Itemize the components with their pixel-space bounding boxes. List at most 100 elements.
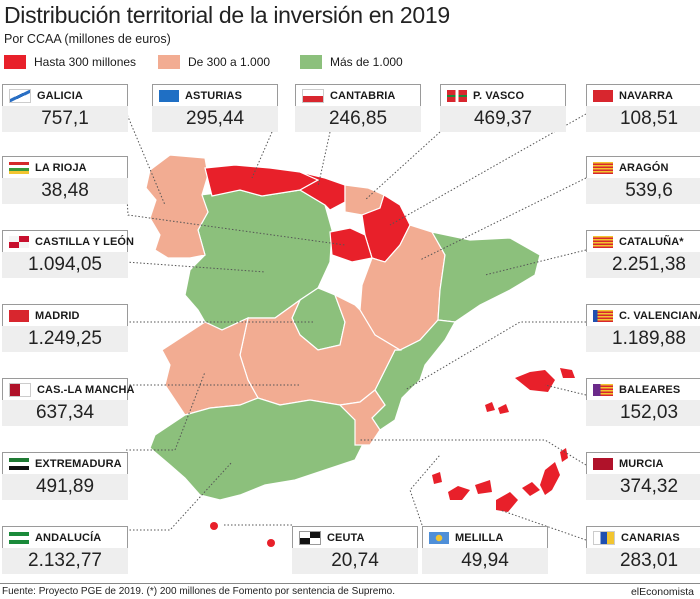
- baleares-flag-icon: [593, 383, 613, 396]
- baleares-value: 152,03: [586, 400, 700, 426]
- baleares-name: BALEARES: [619, 383, 681, 396]
- leader-melilla: [409, 454, 441, 526]
- card-baleares: BALEARES 152,03: [586, 378, 700, 426]
- melilla-flag-icon: [429, 531, 449, 544]
- leader-extremadura: [126, 371, 206, 451]
- leader-pvasco: [364, 131, 441, 201]
- card-cataluna: CATALUÑA* 2.251,38: [586, 230, 700, 278]
- legend-swatch-high: [300, 55, 322, 69]
- ceuta-flag-icon: [299, 530, 321, 545]
- asturias-name: ASTURIAS: [185, 89, 243, 102]
- cantabria-flag-icon: [302, 88, 324, 103]
- brand-logo: elEconomista: [630, 586, 694, 598]
- card-galicia: GALICIA 757,1: [2, 84, 128, 132]
- murcia-name: MURCIA: [619, 457, 664, 470]
- asturias-value: 295,44: [152, 106, 278, 132]
- clm-value: 637,34: [2, 400, 128, 426]
- leader-aragon: [419, 177, 587, 261]
- cantabria-value: 246,85: [295, 106, 421, 132]
- andalucia-flag-icon: [9, 531, 29, 544]
- card-madrid: MADRID 1.249,25: [2, 304, 128, 352]
- card-pvasco: P. VASCO 469,37: [440, 84, 566, 132]
- legend-label-low: Hasta 300 millones: [34, 55, 137, 69]
- galicia-value: 757,1: [2, 106, 128, 132]
- canarias-value: 283,01: [586, 548, 700, 574]
- ceuta-name: CEUTA: [327, 531, 365, 544]
- cataluna-value: 2.251,38: [586, 252, 700, 278]
- cyl-name: CASTILLA Y LEÓN: [35, 235, 135, 248]
- legend-swatch-low: [4, 55, 26, 69]
- clm-name: CAS.-LA MANCHA: [37, 383, 135, 396]
- clm-flag-icon: [9, 382, 31, 397]
- card-clm: CAS.-LA MANCHA 637,34: [2, 378, 134, 426]
- madrid-value: 1.249,25: [2, 326, 128, 352]
- cantabria-name: CANTABRIA: [330, 89, 396, 102]
- legend-label-high: Más de 1.000: [330, 55, 403, 69]
- region-canarias: [432, 448, 568, 512]
- leader-andalucia: [126, 461, 233, 531]
- region-cataluna: [430, 231, 541, 323]
- galicia-flag-icon: [9, 88, 31, 103]
- card-andalucia: ANDALUCÍA 2.132,77: [2, 526, 128, 574]
- leader-murcia: [360, 439, 587, 466]
- canarias-flag-icon: [593, 530, 615, 545]
- card-canarias: CANARIAS 283,01: [586, 526, 700, 574]
- card-cyl: CASTILLA Y LEÓN 1.094,05: [2, 230, 134, 278]
- asturias-flag-icon: [159, 89, 179, 102]
- cyl-value: 1.094,05: [2, 252, 128, 278]
- navarra-name: NAVARRA: [619, 89, 674, 102]
- leader-canarias: [499, 509, 587, 541]
- extremadura-name: EXTREMADURA: [35, 457, 122, 470]
- legend-label-mid: De 300 a 1.000: [188, 55, 271, 69]
- murcia-value: 374,32: [586, 474, 700, 500]
- pvasco-flag-icon: [447, 89, 467, 102]
- galicia-name: GALICIA: [37, 89, 83, 102]
- leader-cantabria: [317, 131, 331, 188]
- leader-navarra: [389, 113, 587, 226]
- andalucia-value: 2.132,77: [2, 548, 128, 574]
- region-galicia: [145, 154, 209, 259]
- navarra-value: 108,51: [586, 106, 700, 132]
- pvasco-value: 469,37: [440, 106, 566, 132]
- region-baleares: [485, 368, 575, 414]
- extremadura-flag-icon: [9, 457, 29, 470]
- leader-cyl: [125, 261, 266, 273]
- cvalenciana-name: C. VALENCIANA: [619, 309, 700, 322]
- card-extremadura: EXTREMADURA 491,89: [2, 452, 128, 500]
- rioja-flag-icon: [9, 161, 29, 174]
- cvalenciana-value: 1.189,88: [586, 326, 700, 352]
- card-cantabria: CANTABRIA 246,85: [295, 84, 421, 132]
- page-subtitle: Por CCAA (millones de euros): [4, 32, 171, 46]
- cyl-flag-icon: [9, 235, 29, 248]
- navarra-flag-icon: [593, 89, 613, 102]
- aragon-name: ARAGÓN: [619, 161, 669, 174]
- card-rioja: LA RIOJA 38,48: [2, 156, 128, 204]
- card-cvalenciana: C. VALENCIANA 1.189,88: [586, 304, 700, 352]
- aragon-flag-icon: [593, 161, 613, 174]
- region-melilla: [267, 539, 275, 547]
- legend-item-high: Más de 1.000: [300, 52, 403, 72]
- andalucia-name: ANDALUCÍA: [35, 531, 102, 544]
- ceuta-value: 20,74: [292, 548, 418, 574]
- cvalenciana-flag-icon: [593, 309, 613, 322]
- footer-divider: [0, 583, 700, 584]
- cataluna-name: CATALUÑA*: [619, 235, 684, 248]
- source-note: Fuente: Proyecto PGE de 2019. (*) 200 mi…: [2, 586, 395, 597]
- card-aragon: ARAGÓN 539,6: [586, 156, 700, 204]
- leader-baleares: [544, 384, 587, 396]
- page-title: Distribución territorial de la inversión…: [4, 2, 450, 28]
- murcia-flag-icon: [593, 457, 613, 470]
- cataluna-flag-icon: [593, 235, 613, 248]
- card-ceuta: CEUTA 20,74: [292, 526, 418, 574]
- extremadura-value: 491,89: [2, 474, 128, 500]
- leader-cvalenciana: [404, 321, 586, 391]
- region-cantabria: [298, 171, 346, 211]
- rioja-name: LA RIOJA: [35, 161, 87, 174]
- region-ceuta: [210, 522, 218, 530]
- legend-item-mid: De 300 a 1.000: [158, 52, 270, 72]
- legend-item-low: Hasta 300 millones: [4, 52, 136, 72]
- aragon-value: 539,6: [586, 178, 700, 204]
- madrid-name: MADRID: [35, 309, 80, 322]
- leader-galicia: [125, 111, 166, 206]
